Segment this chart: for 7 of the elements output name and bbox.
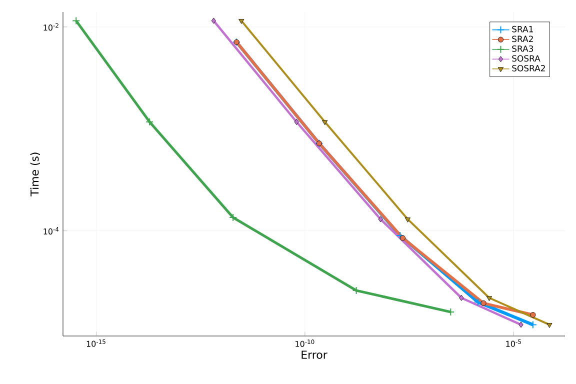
x-axis-title: Error (302, 350, 328, 359)
legend-label: SOSRA (512, 55, 540, 62)
legend-label: SOSRA2 (512, 65, 545, 72)
legend-label: SRA1 (512, 26, 533, 32)
legend-label: SRA2 (512, 36, 533, 42)
legend-label: SRA3 (512, 45, 534, 52)
y-axis-title: Time (s) (30, 152, 40, 196)
